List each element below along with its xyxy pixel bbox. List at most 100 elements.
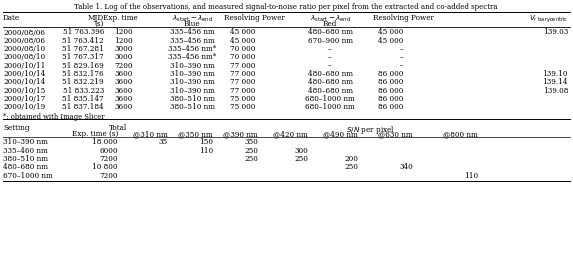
- Text: 18 000: 18 000: [92, 139, 118, 146]
- Text: 335–460 nm: 335–460 nm: [3, 147, 48, 155]
- Text: @350 nm: @350 nm: [178, 130, 213, 139]
- Text: –: –: [399, 45, 403, 53]
- Text: 380–510 nm: 380–510 nm: [3, 155, 48, 163]
- Text: 2000/08/10: 2000/08/10: [3, 53, 45, 61]
- Text: $\lambda_{\rm start} - \lambda_{\rm end}$: $\lambda_{\rm start} - \lambda_{\rm end}…: [309, 13, 351, 24]
- Text: 51 767.281: 51 767.281: [62, 45, 104, 53]
- Text: MJD: MJD: [88, 13, 104, 22]
- Text: 2000/08/06: 2000/08/06: [3, 37, 45, 45]
- Text: 2000/10/15: 2000/10/15: [3, 87, 45, 95]
- Text: 139.08: 139.08: [543, 87, 568, 95]
- Text: 51 835.147: 51 835.147: [62, 95, 104, 103]
- Text: 6000: 6000: [100, 147, 118, 155]
- Text: 51 829.169: 51 829.169: [62, 62, 104, 70]
- Text: 3600: 3600: [115, 70, 133, 78]
- Text: 77 000: 77 000: [230, 70, 255, 78]
- Text: @800 nm: @800 nm: [444, 130, 478, 139]
- Text: Table 1. Log of the observations, and measured signal-to-noise ratio per pixel f: Table 1. Log of the observations, and me…: [74, 3, 498, 11]
- Text: Exp. time (s): Exp. time (s): [72, 130, 118, 139]
- Text: 310–390 nm: 310–390 nm: [170, 62, 214, 70]
- Text: –: –: [328, 45, 332, 53]
- Text: 335–456 nm: 335–456 nm: [170, 28, 214, 37]
- Text: 77 000: 77 000: [230, 62, 255, 70]
- Text: 680–1000 nm: 680–1000 nm: [305, 103, 355, 111]
- Text: (s): (s): [95, 20, 104, 28]
- Text: 310–390 nm: 310–390 nm: [170, 78, 214, 86]
- Text: 300: 300: [295, 147, 308, 155]
- Text: 150: 150: [199, 139, 213, 146]
- Text: Resolving Power: Resolving Power: [223, 13, 284, 22]
- Text: @420 nm: @420 nm: [273, 130, 308, 139]
- Text: $V_{\rm r\ barycentric}$: $V_{\rm r\ barycentric}$: [529, 13, 568, 25]
- Text: 335–456 nm: 335–456 nm: [170, 37, 214, 45]
- Text: Blue: Blue: [184, 20, 201, 28]
- Text: Total: Total: [109, 124, 127, 132]
- Text: 350: 350: [244, 139, 258, 146]
- Text: 51 837.184: 51 837.184: [62, 103, 104, 111]
- Text: 480–680 nm: 480–680 nm: [308, 28, 352, 37]
- Text: 250: 250: [344, 163, 358, 171]
- Text: 35: 35: [159, 139, 168, 146]
- Text: 51 763.412: 51 763.412: [62, 37, 104, 45]
- Text: 310–390 nm: 310–390 nm: [3, 139, 48, 146]
- Text: 1200: 1200: [115, 28, 133, 37]
- Text: @390 nm: @390 nm: [223, 130, 258, 139]
- Text: 3600: 3600: [115, 95, 133, 103]
- Text: 480–680 nm: 480–680 nm: [308, 78, 352, 86]
- Text: –: –: [399, 53, 403, 61]
- Text: 45 000: 45 000: [378, 37, 403, 45]
- Text: 680–1000 nm: 680–1000 nm: [305, 95, 355, 103]
- Text: Exp. time: Exp. time: [103, 13, 138, 22]
- Text: 310–390 nm: 310–390 nm: [170, 87, 214, 95]
- Text: Date: Date: [3, 13, 20, 22]
- Text: 335–456 nm*: 335–456 nm*: [168, 45, 216, 53]
- Text: 77 000: 77 000: [230, 78, 255, 86]
- Text: 75 000: 75 000: [230, 103, 255, 111]
- Text: –: –: [328, 53, 332, 61]
- Text: 335–456 nm*: 335–456 nm*: [168, 53, 216, 61]
- Text: Resolving Power: Resolving Power: [372, 13, 433, 22]
- Text: 340: 340: [399, 163, 413, 171]
- Text: 1200: 1200: [115, 37, 133, 45]
- Text: 7200: 7200: [100, 172, 118, 180]
- Text: –: –: [399, 62, 403, 70]
- Text: 3600: 3600: [115, 78, 133, 86]
- Text: 380–510 nm: 380–510 nm: [170, 95, 214, 103]
- Text: 86 000: 86 000: [378, 87, 403, 95]
- Text: 250: 250: [294, 155, 308, 163]
- Text: 51 833.223: 51 833.223: [63, 87, 104, 95]
- Text: 51 832.219: 51 832.219: [62, 78, 104, 86]
- Text: 45 000: 45 000: [230, 28, 255, 37]
- Text: 86 000: 86 000: [378, 95, 403, 103]
- Text: $S/N$ per pixel: $S/N$ per pixel: [346, 124, 394, 135]
- Text: 2000/08/06: 2000/08/06: [3, 28, 45, 37]
- Text: 77 000: 77 000: [230, 87, 255, 95]
- Text: –: –: [328, 62, 332, 70]
- Text: 10 800: 10 800: [92, 163, 118, 171]
- Text: 7200: 7200: [100, 155, 118, 163]
- Text: 51 763.396: 51 763.396: [62, 28, 104, 37]
- Text: 70 000: 70 000: [230, 53, 255, 61]
- Text: 2000/10/17: 2000/10/17: [3, 95, 45, 103]
- Text: 310–390 nm: 310–390 nm: [170, 70, 214, 78]
- Text: 86 000: 86 000: [378, 103, 403, 111]
- Text: 480–680 nm: 480–680 nm: [308, 70, 352, 78]
- Text: 670–900 nm: 670–900 nm: [308, 37, 352, 45]
- Text: 51 767.317: 51 767.317: [62, 53, 104, 61]
- Text: *: obtained with Image Slicer: *: obtained with Image Slicer: [3, 113, 104, 121]
- Text: 7200: 7200: [115, 62, 133, 70]
- Text: 200: 200: [344, 155, 358, 163]
- Text: 70 000: 70 000: [230, 45, 255, 53]
- Text: 380–510 nm: 380–510 nm: [170, 103, 214, 111]
- Text: 250: 250: [244, 155, 258, 163]
- Text: Red: Red: [323, 20, 337, 28]
- Text: 139.14: 139.14: [543, 78, 568, 86]
- Text: 250: 250: [244, 147, 258, 155]
- Text: 2000/08/10: 2000/08/10: [3, 45, 45, 53]
- Text: 2000/10/19: 2000/10/19: [3, 103, 45, 111]
- Text: 110: 110: [464, 172, 478, 180]
- Text: @490 nm: @490 nm: [323, 130, 358, 139]
- Text: 3600: 3600: [115, 103, 133, 111]
- Text: @310 nm: @310 nm: [134, 130, 168, 139]
- Text: 2000/10/14: 2000/10/14: [3, 70, 45, 78]
